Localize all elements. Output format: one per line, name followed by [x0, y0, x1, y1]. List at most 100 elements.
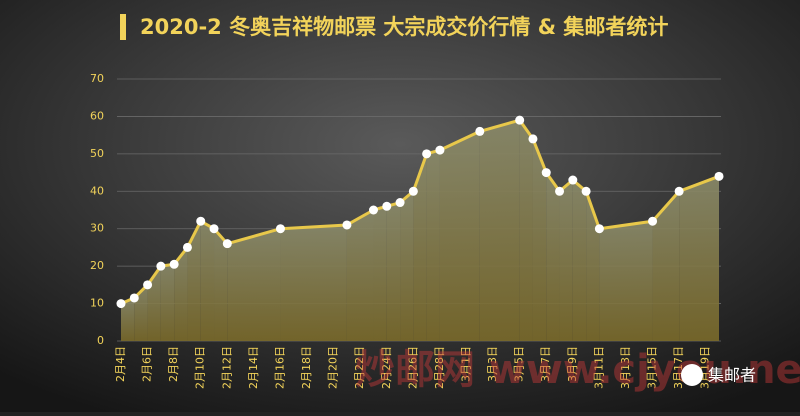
x-tick-label: 2月18日 — [300, 346, 313, 389]
x-tick-label: 2月14日 — [247, 346, 260, 389]
point — [594, 224, 604, 234]
watermark: 炒邮网 www.cjyou.net — [355, 347, 800, 393]
area-segment — [373, 206, 387, 341]
area-segment — [121, 297, 135, 341]
area-segment — [187, 221, 201, 341]
area-segment — [479, 120, 520, 342]
x-tick-label: 2月12日 — [220, 346, 233, 389]
line-segment — [280, 223, 347, 231]
brand: 集邮者 — [708, 366, 756, 385]
area-segment — [174, 247, 188, 341]
y-tick-label: 0 — [97, 334, 104, 347]
line-segment — [226, 227, 281, 246]
line-segment — [186, 220, 203, 249]
point — [581, 186, 591, 196]
x-tick-label: 2月8日 — [167, 346, 180, 382]
y-tick-label: 20 — [90, 259, 104, 272]
x-tick-label: 2月26日 — [406, 346, 419, 389]
point — [528, 134, 538, 144]
point — [156, 261, 166, 271]
x-tick-label: 2月20日 — [327, 346, 340, 389]
point — [422, 149, 432, 159]
area-segment — [160, 264, 175, 341]
x-tick-label: 3月7日 — [539, 346, 552, 382]
y-tick-label: 40 — [90, 184, 104, 197]
y-tick-label: 10 — [90, 297, 104, 310]
line-segment — [599, 219, 653, 231]
point — [382, 201, 392, 211]
area-segment — [652, 191, 680, 341]
area-segment — [546, 172, 560, 341]
x-tick-label: 2月4日 — [114, 346, 127, 382]
chart-title: 2020-2 冬奥吉祥物邮票 大宗成交价行情 & 集邮者统计 — [140, 15, 668, 39]
line-segment — [531, 138, 548, 174]
area-segment — [559, 180, 573, 341]
point — [555, 186, 565, 196]
area-segment — [386, 202, 401, 341]
point — [408, 186, 418, 196]
x-tick-label: 3月3日 — [486, 346, 499, 382]
x-tick-label: 3月9日 — [566, 346, 579, 382]
point — [222, 239, 232, 249]
line-segment — [584, 190, 601, 230]
x-tick-label: 3月15日 — [646, 346, 659, 389]
x-tick-label: 2月28日 — [433, 346, 446, 389]
point — [169, 259, 179, 269]
line-segment — [479, 118, 521, 133]
y-tick-label: 50 — [90, 147, 104, 160]
x-tick-label: 2月16日 — [273, 346, 286, 389]
area-segment — [572, 180, 587, 341]
area-segment — [413, 153, 427, 341]
area-segment — [679, 176, 719, 341]
line-segment — [439, 130, 481, 152]
point — [116, 299, 126, 309]
x-tick-label: 2月10日 — [194, 346, 207, 389]
point — [143, 280, 153, 290]
point — [648, 216, 658, 226]
y-tick-label: 30 — [90, 222, 104, 235]
point — [342, 220, 352, 230]
line-segment — [651, 190, 681, 223]
x-tick-label: 3月13日 — [619, 346, 632, 389]
line-segment — [346, 208, 375, 227]
x-tick-label: 2月24日 — [380, 346, 393, 389]
area-segment — [346, 210, 374, 341]
y-tick-label: 70 — [90, 72, 104, 85]
brand-icon — [681, 364, 703, 386]
line-segment — [411, 153, 429, 192]
x-tick-label: 3月5日 — [513, 346, 526, 382]
x-tick-label: 2月6日 — [141, 346, 154, 382]
point — [395, 198, 405, 208]
point — [541, 168, 551, 178]
area-segment — [214, 228, 228, 341]
line-segment — [678, 174, 720, 193]
x-tick-label: 3月1日 — [460, 346, 473, 382]
area-segment — [227, 228, 281, 341]
area-segment — [439, 131, 480, 341]
title-bar — [120, 14, 126, 40]
point — [129, 293, 139, 303]
point — [515, 115, 525, 125]
area-segment — [599, 221, 653, 341]
area-segment — [280, 224, 347, 341]
area-segment — [426, 150, 440, 341]
area-segment — [519, 120, 533, 342]
point — [475, 126, 485, 136]
x-tick-label: 3月11日 — [592, 346, 605, 389]
point — [275, 224, 285, 234]
area-segment — [532, 138, 547, 341]
point — [182, 242, 192, 252]
point — [435, 145, 445, 155]
y-tick-label: 60 — [90, 109, 104, 122]
area-segment — [200, 221, 215, 341]
point — [674, 186, 684, 196]
point — [196, 216, 206, 226]
point — [209, 224, 219, 234]
point — [368, 205, 378, 215]
plot: 0 10 20 30 40 50 60 70 2月4日 2月6日 2月8日 2月10日 2月12日 2月1… — [90, 72, 724, 389]
point — [714, 171, 724, 181]
x-tick-label: 2月22日 — [353, 346, 366, 389]
point — [568, 175, 578, 185]
